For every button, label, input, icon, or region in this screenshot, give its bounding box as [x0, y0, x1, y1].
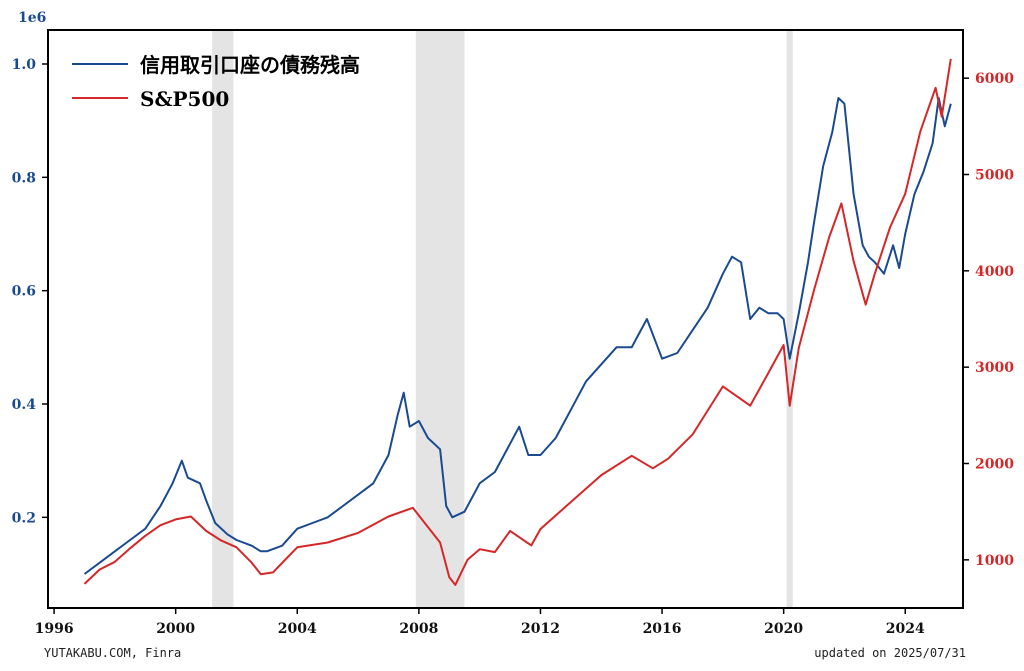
right-tick-label: 4000	[975, 264, 1014, 280]
series-lines	[83, 58, 952, 586]
legend-label-debt: 信用取引口座の債務残高	[140, 53, 360, 77]
series-line	[83, 58, 952, 586]
series-line	[83, 97, 952, 575]
left-tick-label: 0.8	[12, 170, 36, 186]
recession-band	[212, 30, 234, 608]
legend-label-sp500: S&P500	[140, 87, 229, 111]
recession-shading	[212, 30, 793, 608]
legend: 信用取引口座の債務残高 S&P500	[72, 53, 360, 111]
recession-band	[786, 30, 793, 608]
x-tick-label: 2024	[886, 621, 925, 637]
recession-band	[415, 30, 465, 608]
right-tick-label: 2000	[975, 457, 1014, 473]
x-tick-label: 2004	[278, 621, 317, 637]
x-tick-label: 2000	[156, 621, 195, 637]
left-tick-label: 0.6	[12, 284, 36, 300]
left-tick-label: 1.0	[12, 57, 37, 73]
update-date: updated on 2025/07/31	[814, 646, 966, 660]
right-y-axis: 1000 2000 3000 4000 5000 6000	[963, 71, 1014, 569]
x-tick-label: 2008	[399, 621, 438, 637]
left-axis-offset-label: 1e6	[18, 10, 46, 26]
left-tick-label: 0.4	[12, 397, 37, 413]
x-tick-label: 2012	[521, 621, 560, 637]
left-y-axis: 0.2 0.4 0.6 0.8 1.0	[12, 57, 48, 526]
x-axis: 1996 2000 2004 2008 2012 2016 2020 2024	[35, 608, 925, 637]
x-tick-label: 2016	[643, 621, 682, 637]
right-tick-label: 6000	[975, 71, 1014, 87]
right-tick-label: 3000	[975, 360, 1014, 376]
right-tick-label: 1000	[975, 553, 1014, 569]
plot-frame	[47, 29, 964, 609]
left-tick-label: 0.2	[12, 510, 36, 526]
right-tick-label: 5000	[975, 168, 1014, 184]
source-credit: YUTAKABU.COM, Finra	[44, 646, 182, 660]
x-tick-label: 2020	[764, 621, 803, 637]
x-tick-label: 1996	[35, 621, 74, 637]
